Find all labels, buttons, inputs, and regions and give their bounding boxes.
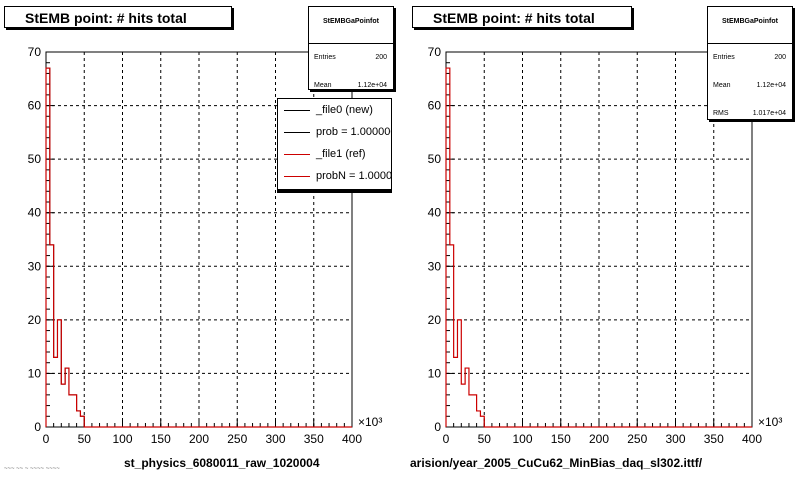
y-tick-label: 40	[28, 206, 42, 220]
x-tick-label: 100	[112, 432, 132, 446]
panel1-legend: _file0 (new) prob = 1.000000 _file1 (ref…	[277, 98, 392, 190]
stats-key: Entries	[713, 54, 735, 61]
x-tick-label: 350	[704, 432, 724, 446]
legend-entry: _file0 (new)	[278, 99, 391, 121]
stats-row-entries: Entries 200	[708, 44, 792, 72]
legend-swatch	[284, 132, 310, 133]
y-tick-label: 20	[28, 313, 42, 327]
panel1-stats-box: StEMBGaPoinfot Entries 200 Mean 1.12e+04	[308, 6, 394, 90]
legend-label: prob = 1.000000	[316, 126, 392, 138]
legend-label: _file1 (ref)	[316, 148, 366, 160]
x-tick-label: 0	[443, 432, 450, 446]
y-tick-label: 10	[428, 366, 442, 380]
stats-row-mean: Mean 1.12e+04	[708, 72, 792, 100]
legend-swatch	[284, 110, 310, 111]
y-tick-label: 10	[28, 366, 42, 380]
stats-value: 1.12e+04	[756, 82, 786, 89]
x-tick-label: 200	[189, 432, 209, 446]
legend-entry: prob = 1.000000	[278, 121, 391, 143]
stats-title: StEMBGaPoinfot	[309, 7, 393, 44]
x-tick-label: 150	[551, 432, 571, 446]
y-tick-label: 50	[28, 152, 42, 166]
x-tick-label: 150	[151, 432, 171, 446]
stats-title: StEMBGaPoinfot	[708, 7, 792, 44]
y-tick-label: 0	[434, 420, 441, 434]
stats-value: 200	[774, 54, 786, 61]
x-multiplier-label: ×10³	[358, 415, 382, 429]
y-tick-label: 20	[428, 313, 442, 327]
panel1-title: StEMB point: # hits total	[4, 6, 232, 28]
legend-entry: probN = 1.000000	[278, 165, 391, 187]
panel2-bottom-label: arision/year_2005_CuCu62_MinBias_daq_sl3…	[410, 456, 703, 470]
x-tick-label: 400	[742, 432, 762, 446]
x-tick-label: 350	[304, 432, 324, 446]
x-tick-label: 400	[342, 432, 362, 446]
legend-entry: _file1 (ref)	[278, 143, 391, 165]
histogram-series-1	[45, 67, 352, 428]
x-tick-label: 200	[589, 432, 609, 446]
x-tick-label: 50	[78, 432, 92, 446]
stats-row-entries: Entries 200	[309, 44, 393, 72]
histogram-series-0	[445, 67, 752, 428]
y-tick-label: 50	[428, 152, 442, 166]
y-tick-label: 40	[428, 206, 442, 220]
panel2-stats-box: StEMBGaPoinfot Entries 200 Mean 1.12e+04…	[707, 6, 793, 120]
y-tick-label: 60	[428, 99, 442, 113]
footer-text: ~~~ ~~ ~ ~~~~ ~~~~	[4, 466, 60, 472]
legend-label: probN = 1.000000	[316, 170, 392, 182]
stats-value: 1.017e+04	[752, 110, 786, 117]
stats-key: Mean	[314, 82, 332, 89]
y-tick-label: 0	[34, 420, 41, 434]
stats-row-mean: Mean 1.12e+04	[309, 72, 393, 100]
y-tick-label: 70	[428, 45, 442, 59]
x-tick-label: 100	[512, 432, 532, 446]
x-tick-label: 250	[627, 432, 647, 446]
stats-key: RMS	[713, 110, 729, 117]
panel1-bottom-label: st_physics_6080011_raw_1020004	[124, 456, 320, 470]
panel2-title: StEMB point: # hits total	[412, 6, 632, 28]
stats-value: 1.12e+04	[357, 82, 387, 89]
y-tick-label: 60	[28, 99, 42, 113]
legend-swatch	[284, 154, 310, 155]
stats-row-rms: RMS 1.017e+04	[708, 100, 792, 128]
y-tick-label: 70	[28, 45, 42, 59]
legend-swatch	[284, 176, 310, 177]
y-tick-label: 30	[28, 259, 42, 273]
stats-key: Entries	[314, 54, 336, 61]
legend-label: _file0 (new)	[316, 104, 373, 116]
x-tick-label: 50	[478, 432, 492, 446]
stats-key: Mean	[713, 82, 731, 89]
x-tick-label: 0	[43, 432, 50, 446]
x-tick-label: 300	[265, 432, 285, 446]
stats-value: 200	[375, 54, 387, 61]
x-tick-label: 300	[665, 432, 685, 446]
x-tick-label: 250	[227, 432, 247, 446]
x-multiplier-label: ×10³	[758, 415, 782, 429]
y-tick-label: 30	[428, 259, 442, 273]
